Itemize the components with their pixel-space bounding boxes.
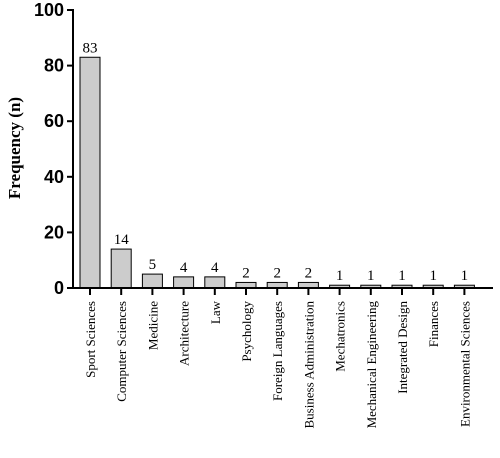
x-tick-label: Mechatronics (333, 301, 348, 372)
x-tick-label: Foreign Languages (270, 301, 285, 401)
data-label: 1 (429, 268, 437, 284)
x-tick-label: Psychology (239, 301, 254, 362)
data-label: 4 (180, 260, 188, 276)
x-tick-label: Environmental Sciences (457, 301, 472, 427)
bar (204, 276, 226, 289)
y-axis-label: Frequency (n) (5, 97, 24, 199)
data-label: 2 (273, 265, 281, 281)
y-axis: 0 20 40 60 80 100 (34, 0, 74, 298)
bars: 83 14 5 4 4 2 2 2 1 1 1 1 1 (79, 40, 475, 289)
data-label: 1 (367, 268, 375, 284)
bar (173, 276, 195, 289)
x-tick-label: Mechanical Engineering (364, 301, 379, 429)
x-tick-label: Integrated Design (395, 301, 410, 394)
x-tick-label: Law (208, 300, 223, 324)
y-tick-label: 80 (44, 56, 64, 76)
x-tick-label: Medicine (145, 301, 160, 350)
y-tick-label: 20 (44, 222, 64, 242)
data-label: 1 (398, 268, 406, 284)
x-tick-label: Business Administration (301, 301, 316, 429)
data-label: 1 (461, 268, 469, 284)
data-label: 14 (114, 232, 130, 248)
data-label: 83 (83, 40, 98, 56)
data-label: 2 (305, 265, 313, 281)
x-tick-label: Finances (426, 301, 441, 347)
x-tick-label: Sport Sciences (83, 301, 98, 378)
y-tick-label: 100 (34, 0, 64, 20)
bar (110, 248, 132, 289)
data-label: 4 (211, 260, 219, 276)
x-tick-label: Architecture (177, 301, 192, 366)
y-tick-label: 0 (54, 278, 64, 298)
bar (141, 273, 163, 289)
data-label: 2 (242, 265, 250, 281)
data-label: 1 (336, 268, 344, 284)
y-tick-label: 60 (44, 111, 64, 131)
y-tick-label: 40 (44, 167, 64, 187)
x-tick-label: Computer Sciences (114, 301, 129, 402)
bar (79, 56, 101, 289)
x-axis: Sport Sciences Computer Sciences Medicine A… (72, 287, 493, 429)
data-label: 5 (149, 257, 157, 273)
